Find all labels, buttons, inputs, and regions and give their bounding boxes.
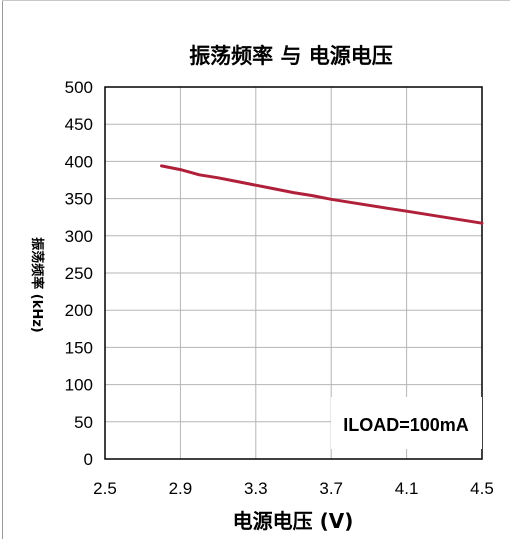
y-tick-label: 0 <box>84 450 93 469</box>
y-tick-label: 50 <box>74 413 93 432</box>
x-tick-label: 3.3 <box>244 479 268 498</box>
x-tick-label: 3.7 <box>319 479 343 498</box>
frame-left-border <box>2 0 3 539</box>
y-tick-label: 150 <box>65 338 93 357</box>
y-tick-label: 500 <box>65 78 93 97</box>
x-tick-label: 2.5 <box>93 479 117 498</box>
x-tick-labels: 2.5 2.9 3.3 3.7 4.1 4.5 <box>93 479 494 498</box>
x-tick-label: 4.1 <box>395 479 419 498</box>
plot-area-border <box>104 86 483 460</box>
chart-title: 振荡频率 与 电源电压 <box>189 44 393 68</box>
frame-top-border <box>2 0 510 1</box>
y-axis-label: 振荡频率 (kHz) <box>29 237 45 333</box>
y-tick-labels: 0 50 100 150 200 250 300 350 400 450 500 <box>65 78 93 469</box>
y-tick-label: 450 <box>65 115 93 134</box>
y-tick-label: 400 <box>65 152 93 171</box>
y-tick-label: 200 <box>65 301 93 320</box>
y-tick-label: 100 <box>65 376 93 395</box>
y-tick-label: 350 <box>65 190 93 209</box>
y-tick-label: 250 <box>65 264 93 283</box>
y-tick-label: 300 <box>65 227 93 246</box>
x-tick-label: 2.9 <box>169 479 193 498</box>
series-group <box>160 164 484 225</box>
x-tick-label: 4.5 <box>470 479 494 498</box>
x-axis-label: 电源电压 (V) <box>233 509 354 533</box>
series-line-0 <box>160 164 484 225</box>
annotation-box <box>331 397 482 449</box>
annotation-text: ILOAD=100mA <box>343 415 469 435</box>
